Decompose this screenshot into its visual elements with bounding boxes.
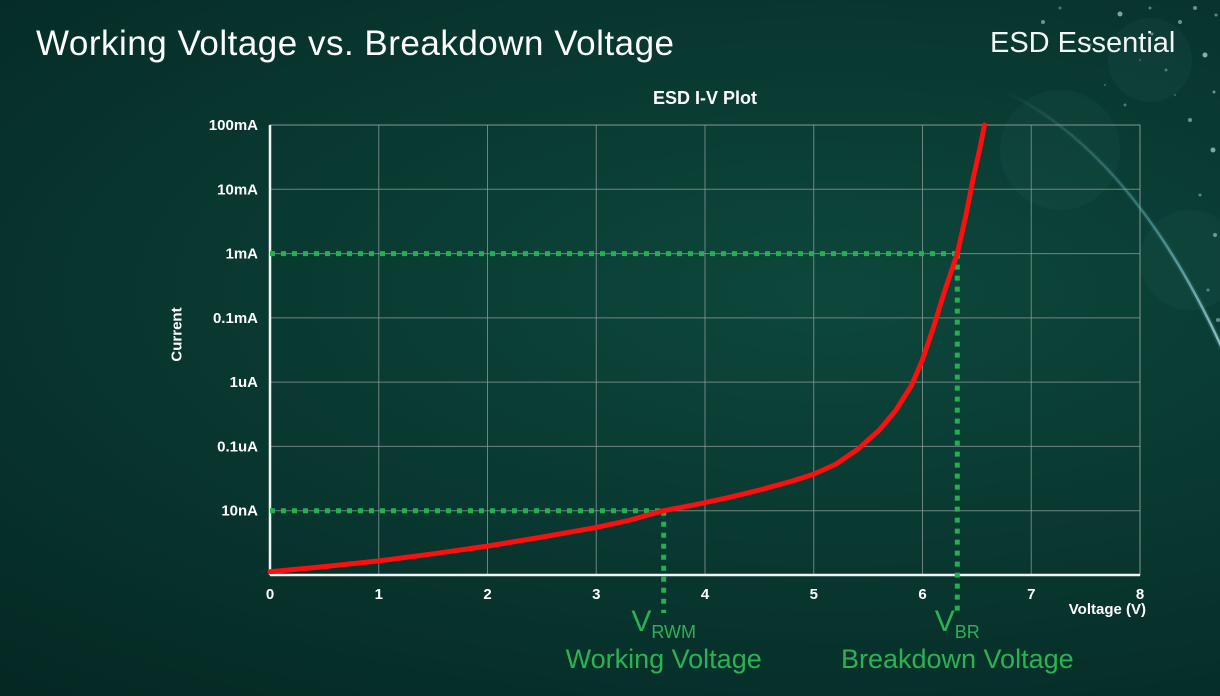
working-voltage-symbol: VRWM bbox=[631, 605, 697, 642]
y-tick-label: 1uA bbox=[230, 374, 259, 391]
brand-text: ESD Essential bbox=[990, 27, 1176, 59]
x-tick-label: 4 bbox=[701, 586, 710, 603]
y-tick-label: 0.1mA bbox=[213, 310, 258, 327]
working-voltage-caption: Working Voltage bbox=[565, 643, 762, 674]
y-tick-label: 1mA bbox=[225, 246, 258, 263]
chart-title: ESD I-V Plot bbox=[652, 88, 758, 108]
breakdown-voltage-symbol: VBR bbox=[934, 605, 980, 642]
y-tick-label: 0.1uA bbox=[217, 438, 258, 455]
y-tick-label: 10mA bbox=[217, 181, 258, 198]
y-axis-label: Current bbox=[168, 307, 186, 362]
x-tick-label: 3 bbox=[592, 586, 600, 603]
x-tick-label: 5 bbox=[810, 586, 818, 603]
y-tick-label: 100mA bbox=[209, 117, 258, 134]
working-voltage-label: VRWM Working Voltage bbox=[566, 606, 762, 673]
page-title: Working Voltage vs. Breakdown Voltage bbox=[36, 24, 675, 63]
x-tick-label: 7 bbox=[1027, 586, 1035, 603]
x-tick-label: 0 bbox=[266, 586, 274, 603]
x-tick-label: 6 bbox=[918, 586, 926, 603]
x-tick-label: 1 bbox=[375, 586, 383, 603]
iv-curve bbox=[267, 122, 987, 575]
breakdown-voltage-caption: Breakdown Voltage bbox=[840, 643, 1074, 674]
x-tick-label: 2 bbox=[483, 586, 491, 603]
y-tick-label: 10nA bbox=[221, 503, 258, 520]
x-axis-label: Voltage (V) bbox=[1068, 601, 1146, 618]
breakdown-voltage-label: VBR Breakdown Voltage bbox=[841, 606, 1074, 673]
x-tick-label: 8 bbox=[1136, 586, 1144, 603]
